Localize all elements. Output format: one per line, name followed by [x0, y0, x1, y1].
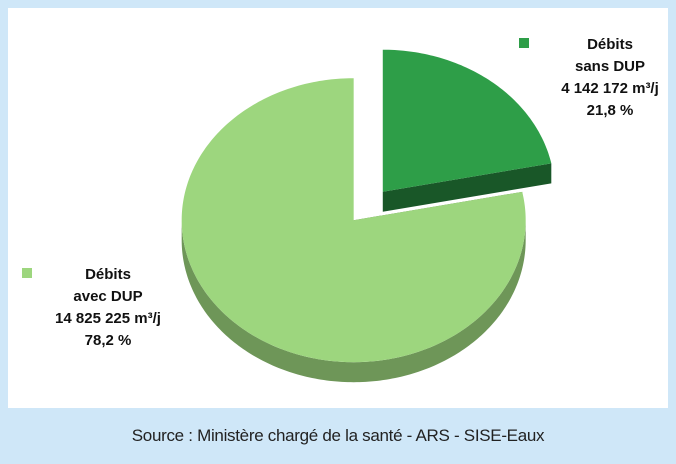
volume-label: 4 142 172 m³/j [561, 80, 659, 97]
category-label: Débits avec DUP [73, 266, 143, 305]
legend-swatch [519, 38, 529, 48]
slice-cut-face [382, 163, 552, 212]
volume-label: 14 825 225 m³/j [55, 310, 161, 327]
legend-swatch [22, 268, 32, 278]
slice [181, 78, 526, 363]
category-label: Débits sans DUP [574, 36, 646, 75]
source: Source : Ministère chargé de la santé - … [131, 426, 545, 445]
slice-label: Débits avec DUP 14 825 225 m³/j 78,2 % [48, 264, 168, 352]
slice [382, 49, 552, 192]
value-label: 78,2 % [84, 332, 132, 349]
slice-label: Débits sans DUP 4 142 172 m³/j 21,8 % [555, 34, 665, 122]
value-label: 21,8 % [586, 102, 634, 119]
